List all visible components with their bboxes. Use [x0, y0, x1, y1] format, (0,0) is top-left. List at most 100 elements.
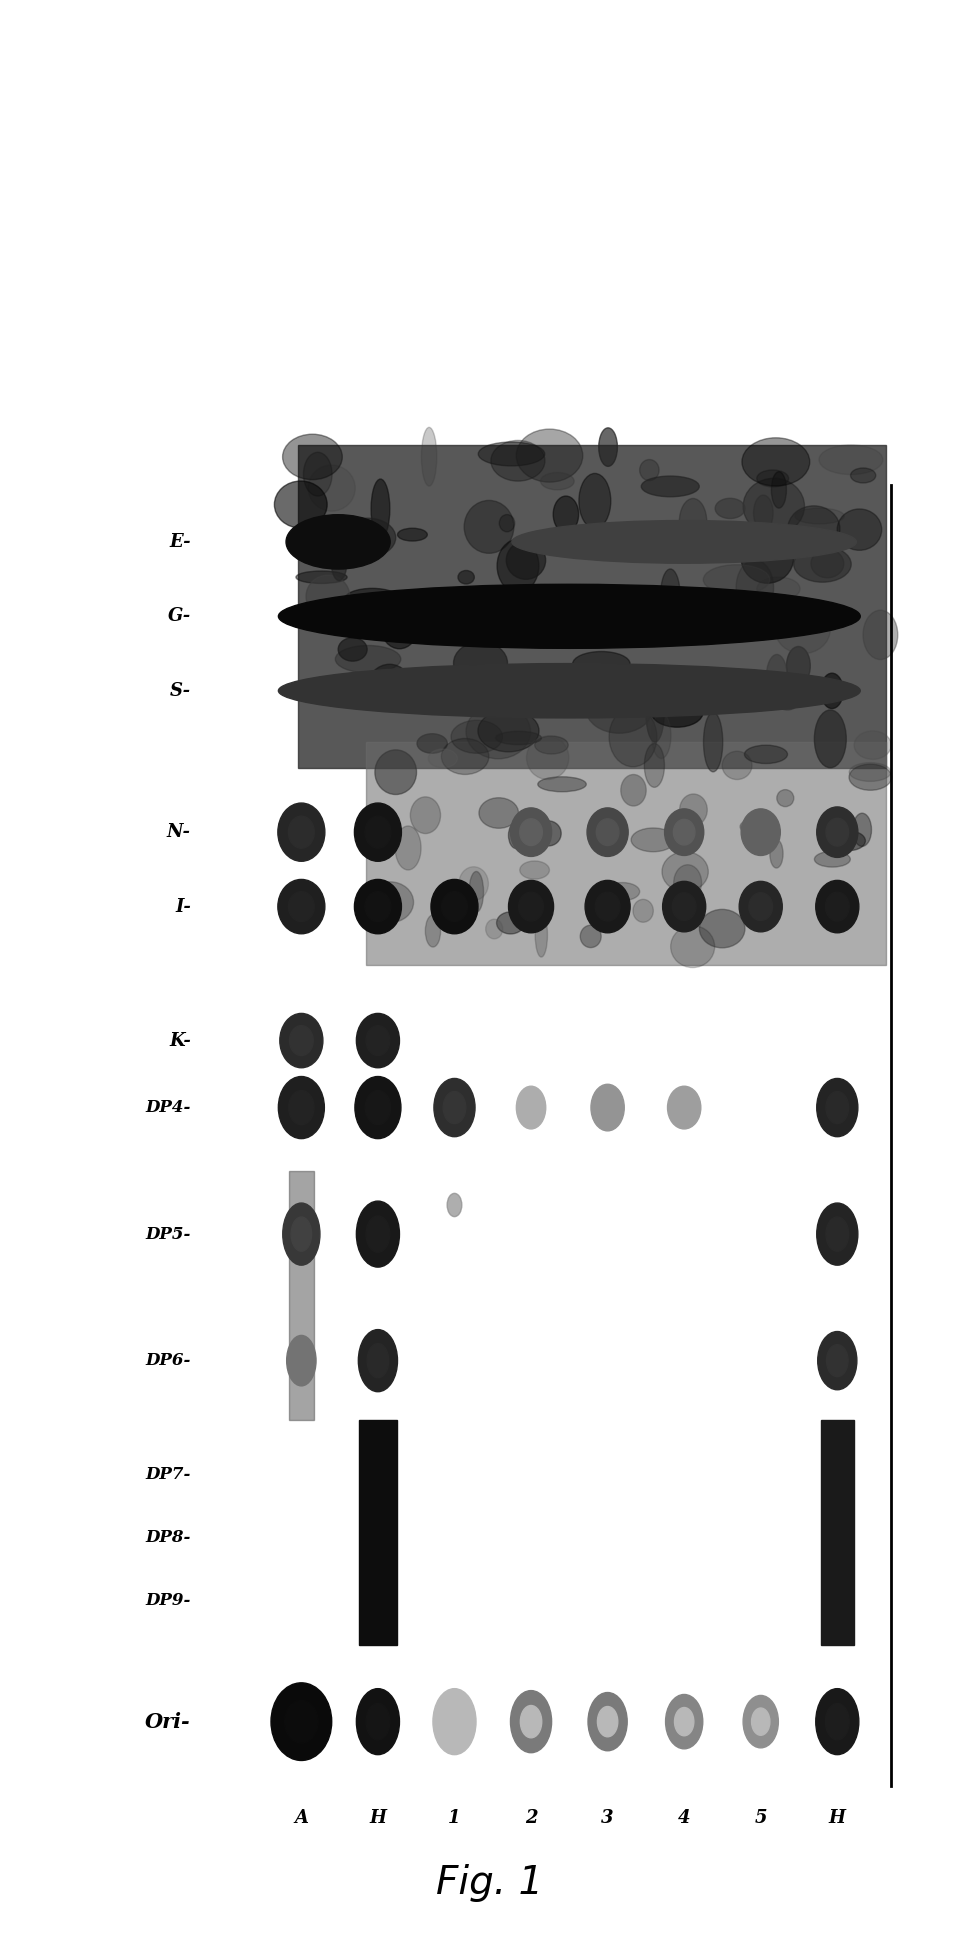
Ellipse shape [596, 819, 618, 846]
Ellipse shape [289, 815, 314, 848]
Ellipse shape [743, 745, 786, 763]
Text: DP6-: DP6- [146, 1353, 191, 1368]
Ellipse shape [585, 683, 652, 734]
Text: DP8-: DP8- [146, 1530, 191, 1545]
Ellipse shape [519, 819, 542, 846]
Ellipse shape [793, 545, 850, 582]
Ellipse shape [428, 749, 457, 769]
Ellipse shape [339, 518, 395, 557]
Ellipse shape [287, 1335, 316, 1386]
Ellipse shape [354, 879, 401, 934]
Text: K-: K- [169, 1031, 191, 1050]
Ellipse shape [375, 749, 416, 794]
Ellipse shape [751, 1708, 769, 1735]
Ellipse shape [665, 1694, 702, 1749]
Ellipse shape [511, 520, 856, 563]
Ellipse shape [278, 584, 860, 648]
Ellipse shape [395, 827, 421, 870]
Ellipse shape [447, 1194, 462, 1217]
Ellipse shape [756, 576, 799, 600]
Ellipse shape [278, 1077, 324, 1139]
Ellipse shape [816, 1079, 857, 1137]
Ellipse shape [499, 514, 514, 532]
Text: DP4-: DP4- [146, 1099, 191, 1116]
Ellipse shape [810, 549, 843, 578]
Text: DP5-: DP5- [146, 1225, 191, 1242]
Ellipse shape [580, 926, 600, 947]
Ellipse shape [424, 914, 440, 947]
Ellipse shape [667, 1087, 700, 1130]
Ellipse shape [660, 569, 680, 621]
Ellipse shape [852, 813, 870, 846]
Ellipse shape [497, 540, 538, 592]
Ellipse shape [540, 472, 573, 489]
Ellipse shape [356, 1013, 399, 1068]
Ellipse shape [508, 823, 524, 848]
Ellipse shape [775, 689, 799, 710]
Ellipse shape [748, 893, 772, 920]
Ellipse shape [515, 429, 582, 481]
Ellipse shape [466, 705, 530, 759]
Ellipse shape [367, 1343, 388, 1378]
Ellipse shape [283, 1203, 320, 1266]
Ellipse shape [769, 840, 782, 868]
Ellipse shape [421, 427, 436, 485]
Ellipse shape [354, 804, 401, 862]
Ellipse shape [356, 1689, 399, 1755]
Text: Ori-: Ori- [145, 1712, 191, 1731]
Ellipse shape [703, 712, 722, 773]
Text: 2: 2 [524, 1809, 537, 1826]
Ellipse shape [535, 912, 547, 957]
Ellipse shape [453, 642, 507, 685]
Ellipse shape [572, 652, 630, 675]
Ellipse shape [286, 514, 390, 569]
Ellipse shape [303, 452, 332, 497]
Ellipse shape [337, 639, 367, 662]
Ellipse shape [381, 608, 417, 648]
Ellipse shape [331, 540, 347, 580]
Ellipse shape [518, 893, 543, 922]
Ellipse shape [756, 470, 787, 487]
Ellipse shape [645, 685, 663, 741]
Ellipse shape [738, 881, 781, 932]
Ellipse shape [819, 444, 882, 474]
Ellipse shape [775, 606, 829, 654]
Ellipse shape [278, 804, 325, 862]
Ellipse shape [289, 1091, 314, 1124]
Ellipse shape [519, 862, 549, 879]
Ellipse shape [825, 1217, 848, 1252]
Ellipse shape [295, 608, 313, 625]
Ellipse shape [366, 1215, 389, 1252]
Ellipse shape [702, 565, 769, 594]
Ellipse shape [604, 883, 639, 901]
Ellipse shape [432, 1689, 475, 1755]
Ellipse shape [776, 790, 793, 807]
Ellipse shape [679, 499, 706, 545]
Ellipse shape [526, 736, 568, 780]
Ellipse shape [441, 891, 467, 922]
Bar [366, 741, 885, 965]
Ellipse shape [741, 439, 809, 485]
Ellipse shape [661, 852, 707, 891]
Ellipse shape [496, 666, 556, 695]
Text: H: H [369, 1809, 386, 1826]
Ellipse shape [451, 720, 502, 753]
Text: I-: I- [175, 897, 191, 916]
Ellipse shape [356, 1201, 399, 1267]
Ellipse shape [820, 674, 842, 708]
Ellipse shape [620, 774, 645, 806]
Ellipse shape [506, 542, 545, 578]
Text: DP9-: DP9- [146, 1592, 191, 1609]
Ellipse shape [814, 710, 845, 769]
Ellipse shape [478, 443, 544, 466]
Ellipse shape [714, 499, 744, 518]
Text: Fig. 1: Fig. 1 [435, 1863, 543, 1902]
Ellipse shape [653, 609, 684, 637]
Ellipse shape [508, 881, 553, 934]
Ellipse shape [289, 1025, 313, 1056]
Ellipse shape [450, 592, 513, 615]
Ellipse shape [289, 891, 314, 922]
Ellipse shape [335, 646, 400, 674]
Ellipse shape [485, 920, 503, 939]
Ellipse shape [824, 1704, 848, 1739]
